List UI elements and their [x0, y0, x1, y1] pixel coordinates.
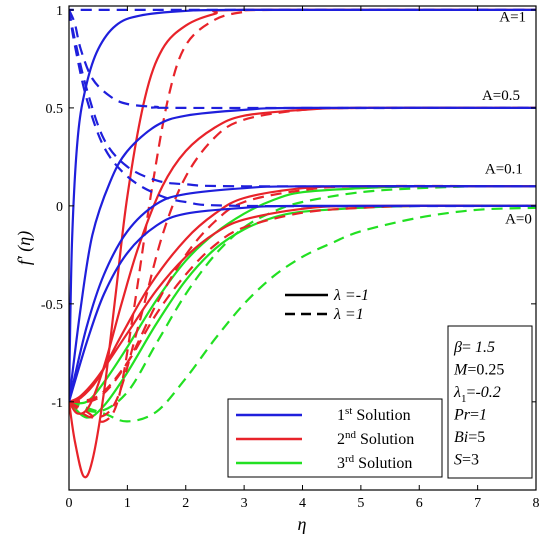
series-line-sol2-dashed-A0.5: [69, 106, 537, 419]
parameter-box-frame: [447, 325, 533, 479]
x-axis-title: η: [298, 514, 307, 534]
x-tick-label: 1: [124, 496, 131, 511]
curve-annotation: A=1: [499, 10, 526, 26]
x-tick-label: 6: [416, 496, 423, 511]
x-tick-label: 5: [357, 496, 364, 511]
series-line-sol1-dashed-A0: [69, 9, 537, 208]
y-tick-label: -0.5: [41, 298, 63, 313]
series-layer: [69, 8, 537, 479]
x-tick-label: 7: [474, 496, 481, 511]
x-tick-label: 3: [241, 496, 248, 511]
style-legend-solid-label: λ =-1: [333, 287, 369, 304]
curve-annotation: A=0: [505, 212, 532, 228]
series-line-sol3-dashed-A0: [69, 206, 537, 423]
parameter-entry: β= 1.5: [453, 339, 495, 356]
x-tick-label: 8: [533, 496, 540, 511]
x-tick-label: 2: [182, 496, 189, 511]
y-tick-label: -1: [51, 396, 63, 411]
x-tick-label: 0: [66, 496, 73, 511]
style-legend: λ =-1 λ =1: [285, 287, 369, 323]
style-legend-dashed-label: λ =1: [333, 306, 364, 323]
parameter-entry: M=0.25: [453, 362, 504, 379]
parameter-entry: Pr=1: [453, 407, 487, 424]
solution-legend: 1st Solution 2nd Solution 3rd Solution: [227, 398, 443, 478]
curve-annotation: A=0.1: [485, 162, 523, 178]
series-line-sol1-dashed-A0.1: [69, 9, 537, 188]
solution-legend-label: 3rd Solution: [337, 453, 412, 472]
parameter-entry: λ1=-0.2: [453, 384, 501, 405]
ticks-layer: 0 1 2 3 4 5 6 7 8 1 0.5 0 -0.5 -1: [41, 4, 540, 511]
annotations-layer: A=1 A=0.5 A=0.1 A=0: [482, 10, 532, 228]
x-tick-label: 4: [299, 496, 306, 511]
solution-legend-label: 1st Solution: [337, 405, 411, 424]
solution-legend-label: 2nd Solution: [337, 429, 414, 448]
y-tick-label: 0: [56, 200, 63, 215]
y-tick-label: 0.5: [46, 102, 64, 117]
y-tick-label: 1: [56, 4, 63, 19]
y-axis-title: f′ (η): [14, 231, 35, 265]
series-line-sol1-dashed-A0.5: [69, 9, 537, 110]
parameter-entry: Bi=5: [454, 429, 485, 446]
curve-annotation: A=0.5: [482, 88, 520, 104]
parameter-entry: S=3: [454, 452, 479, 469]
parameter-box: β= 1.5 M=0.25 λ1=-0.2 Pr=1 Bi=5 S=3: [447, 325, 533, 479]
series-line-sol2-dashed-A1: [69, 8, 537, 423]
